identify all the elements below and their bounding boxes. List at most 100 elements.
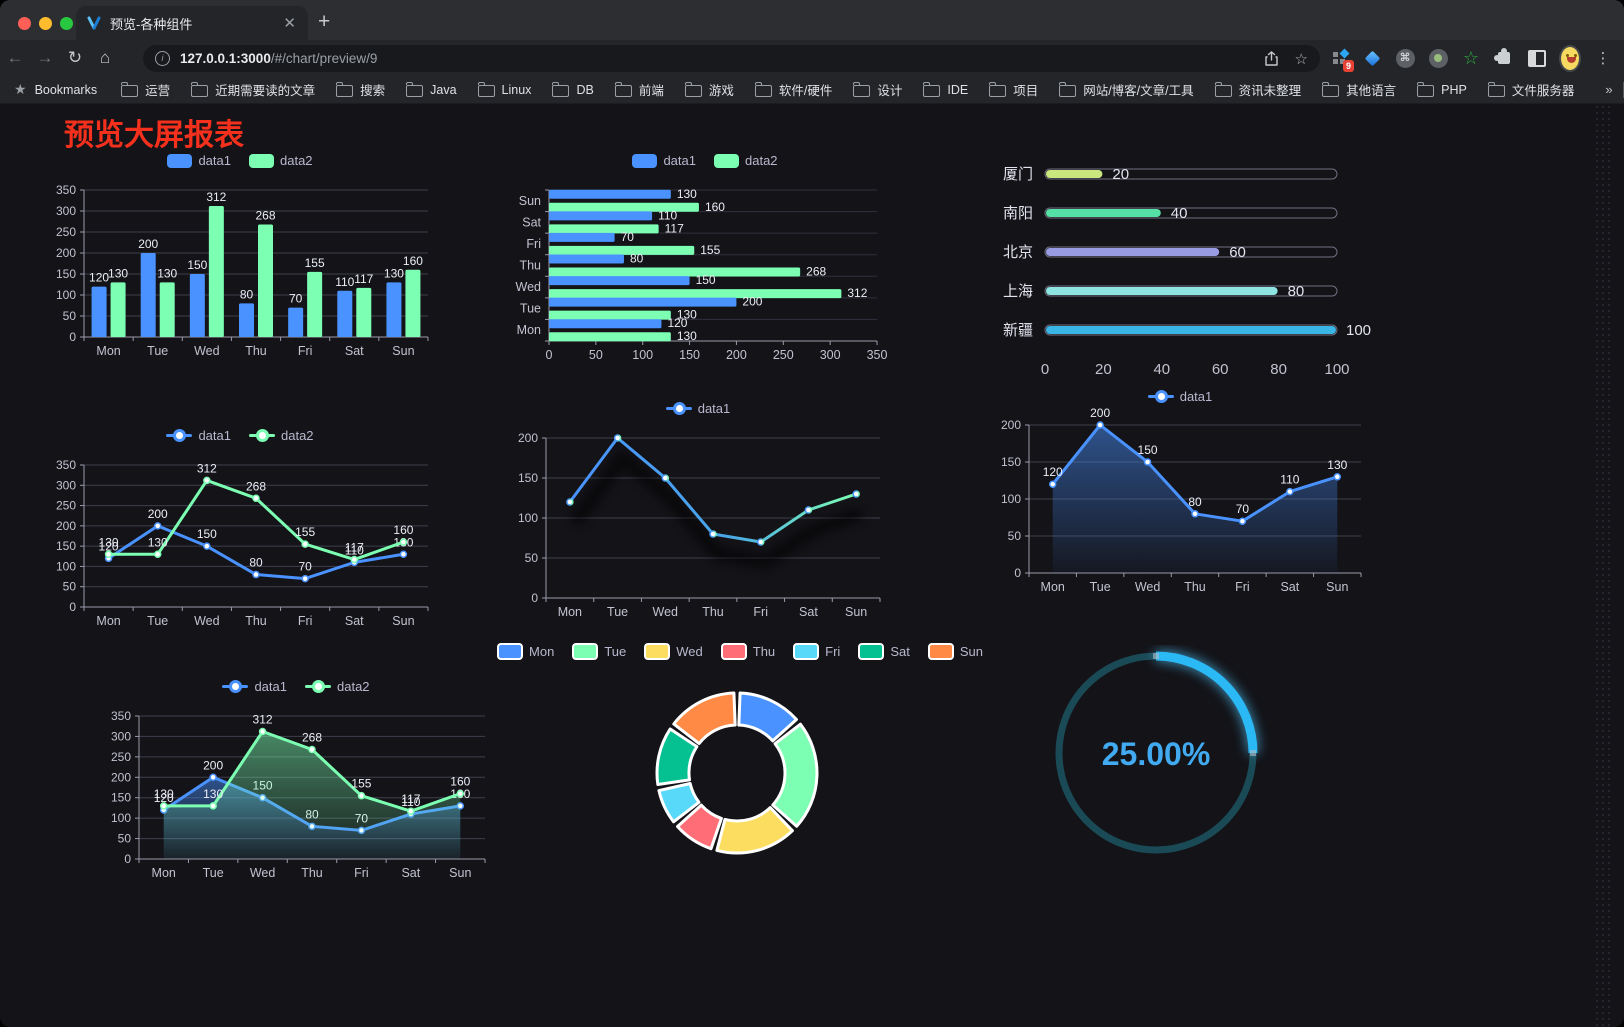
- dual-area-line-chart: data1 data2 0 50 100 150 200 250 300 350 Mon Tue Wed…: [95, 676, 497, 888]
- chart-canvas: 0 50 100 150 200 250 300 350 Mon Tue Wed Thu Fri Sat S…: [111, 709, 486, 880]
- bookmark-folder[interactable]: 软件/硬件: [754, 80, 832, 99]
- svg-text:50: 50: [63, 309, 77, 323]
- svg-text:20: 20: [1095, 361, 1112, 378]
- svg-text:130: 130: [384, 266, 404, 280]
- svg-text:150: 150: [197, 527, 217, 541]
- legend-item-Wed[interactable]: Wed: [644, 643, 703, 660]
- bookmarks-star-icon[interactable]: ★: [14, 81, 27, 97]
- legend-item-data2[interactable]: data2: [305, 679, 370, 694]
- browser-tab[interactable]: 预览-各种组件 ✕: [76, 6, 308, 40]
- svg-text:150: 150: [696, 273, 716, 287]
- profile-avatar[interactable]: [1559, 44, 1581, 72]
- legend-item-data1[interactable]: data1: [167, 153, 231, 168]
- bookmark-folder[interactable]: PHP: [1417, 81, 1467, 97]
- url-text[interactable]: 127.0.0.1:3000/#/chart/preview/9: [180, 51, 378, 66]
- legend-item-Sat[interactable]: Sat: [858, 643, 910, 660]
- back-icon[interactable]: ←: [6, 48, 24, 67]
- menu-kebab-icon[interactable]: ⋮: [1595, 50, 1611, 67]
- forward-icon[interactable]: →: [36, 48, 54, 67]
- bookmark-folder[interactable]: Java: [406, 81, 457, 97]
- bookmark-folder[interactable]: 设计: [853, 80, 902, 99]
- svg-text:Mon: Mon: [96, 614, 120, 628]
- svg-text:Sat: Sat: [522, 215, 541, 229]
- bookmark-folder[interactable]: 近期需要读的文章: [191, 80, 315, 99]
- svg-text:Wed: Wed: [194, 344, 220, 358]
- bookmark-folder[interactable]: 文件服务器: [1487, 80, 1574, 99]
- chart-canvas: 厦门 20 南阳 40 北京 60 上海 80 新疆 100 0 20 40 60 80 100: [1003, 166, 1371, 378]
- svg-text:155: 155: [305, 256, 325, 270]
- svg-text:160: 160: [705, 200, 725, 214]
- svg-text:Wed: Wed: [516, 280, 542, 294]
- legend-item-data2[interactable]: data2: [714, 153, 778, 168]
- maximize-window-icon[interactable]: [60, 17, 73, 30]
- svg-text:Wed: Wed: [653, 605, 679, 619]
- svg-text:Thu: Thu: [702, 605, 724, 619]
- extension-record-icon[interactable]: [1427, 47, 1449, 69]
- svg-text:100: 100: [518, 511, 538, 525]
- bookmark-folder[interactable]: 其他语言: [1322, 80, 1396, 99]
- site-info-icon[interactable]: i: [155, 51, 170, 66]
- progress-bars-chart: 厦门 20 南阳 40 北京 60 上海 80 新疆 100 0 20 40 60 80 100: [985, 152, 1385, 387]
- chart-canvas: 0 50 100 150 200 250 300 350 Mon Tue Wed Thu Fri Sat S…: [56, 458, 429, 628]
- legend-item-Tue[interactable]: Tue: [572, 643, 626, 660]
- svg-text:40: 40: [1153, 361, 1170, 378]
- legend-item-Fri[interactable]: Fri: [793, 643, 840, 660]
- svg-text:312: 312: [253, 713, 273, 727]
- gradient-line-chart: data1 0 50 100 150 200 Mon Tue Wed Thu Fri Sat Sun: [502, 398, 894, 624]
- legend-item-data1[interactable]: data1: [632, 153, 696, 168]
- minimize-window-icon[interactable]: [39, 17, 52, 30]
- svg-text:150: 150: [1001, 455, 1021, 469]
- svg-text:100: 100: [1001, 492, 1021, 506]
- bookmarks-label[interactable]: Bookmarks: [34, 82, 98, 97]
- new-tab-button[interactable]: +: [318, 10, 331, 33]
- bookmark-folder[interactable]: 游戏: [684, 80, 734, 99]
- home-icon[interactable]: ⌂: [99, 48, 111, 67]
- svg-text:Fri: Fri: [526, 237, 541, 251]
- svg-text:100: 100: [56, 559, 76, 573]
- reload-icon[interactable]: ↻: [67, 48, 83, 67]
- tab-close-icon[interactable]: ✕: [283, 15, 296, 32]
- bookmarks-overflow-chevron[interactable]: »: [1605, 82, 1613, 97]
- legend-item-Mon[interactable]: Mon: [497, 643, 554, 660]
- svg-text:0: 0: [1014, 566, 1021, 580]
- legend-item-data1[interactable]: data1: [222, 679, 287, 694]
- legend-item-Sun[interactable]: Sun: [927, 643, 983, 660]
- bookmark-folder[interactable]: 网站/博客/文章/工具: [1059, 80, 1194, 99]
- folder-icon: [754, 81, 772, 97]
- svg-text:40: 40: [1171, 205, 1188, 222]
- traffic-lights[interactable]: [18, 17, 73, 30]
- svg-text:150: 150: [518, 471, 538, 485]
- bookmark-star-icon[interactable]: ☆: [1294, 50, 1308, 68]
- folder-icon: [1214, 81, 1232, 97]
- share-icon[interactable]: [1264, 50, 1279, 67]
- legend-item-Thu[interactable]: Thu: [720, 643, 775, 660]
- extension-grid-icon[interactable]: 9: [1328, 47, 1354, 72]
- svg-text:130: 130: [154, 787, 174, 801]
- svg-text:50: 50: [1008, 529, 1022, 543]
- bookmark-folder[interactable]: 搜索: [336, 80, 385, 99]
- bookmark-folder[interactable]: 资讯未整理: [1214, 80, 1301, 99]
- legend-item-data1[interactable]: data1: [166, 428, 231, 443]
- legend-item-data2[interactable]: data2: [249, 153, 313, 168]
- legend-item-data1[interactable]: data1: [665, 401, 730, 416]
- folder-icon: [923, 81, 941, 97]
- extension-command-icon[interactable]: ⌘: [1394, 47, 1416, 69]
- url-bar[interactable]: i 127.0.0.1:3000/#/chart/preview/9 ☆: [143, 45, 1320, 72]
- bookmark-folder[interactable]: DB: [552, 81, 594, 97]
- bookmark-folder[interactable]: 项目: [989, 80, 1038, 99]
- extension-gem-icon[interactable]: [1361, 47, 1383, 69]
- legend-item-data2[interactable]: data2: [249, 428, 314, 443]
- bookmark-folder[interactable]: IDE: [923, 81, 968, 97]
- bookmark-folder[interactable]: 运营: [121, 80, 170, 99]
- bookmark-folder[interactable]: Linux: [477, 81, 531, 97]
- extension-star-icon[interactable]: ☆: [1462, 47, 1480, 68]
- legend-item-data1[interactable]: data1: [1147, 389, 1212, 404]
- bookmark-folder[interactable]: 前端: [614, 80, 664, 99]
- chart-legend: Mon Tue Wed Thu Fri Sat Sun: [497, 643, 983, 660]
- svg-text:250: 250: [56, 499, 76, 513]
- side-panel-icon[interactable]: [1526, 47, 1548, 69]
- close-window-icon[interactable]: [18, 17, 31, 30]
- svg-text:100: 100: [632, 348, 653, 362]
- extensions-puzzle-icon[interactable]: [1493, 47, 1515, 69]
